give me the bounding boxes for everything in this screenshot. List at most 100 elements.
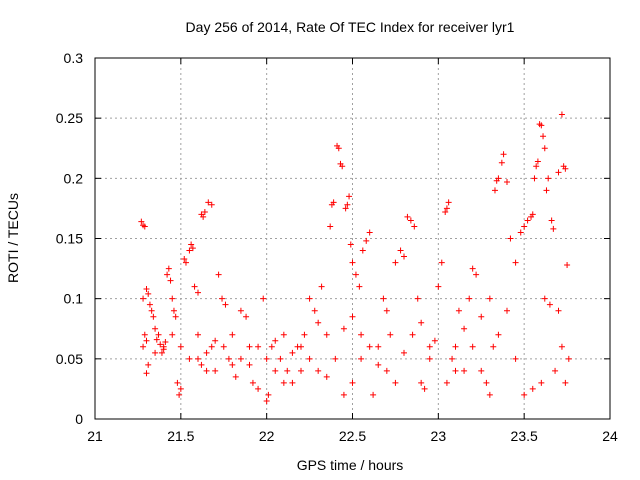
data-point xyxy=(208,201,215,208)
data-point xyxy=(203,367,210,374)
data-point xyxy=(524,217,531,224)
data-point xyxy=(225,355,232,362)
y-axis-label: ROTI / TECUs xyxy=(5,193,21,283)
data-point xyxy=(455,307,462,314)
data-point xyxy=(315,367,322,374)
y-tick-label: 0.2 xyxy=(64,170,84,186)
data-point xyxy=(152,325,159,332)
data-point xyxy=(469,265,476,272)
x-tick-label: 24 xyxy=(602,428,618,444)
data-point xyxy=(380,295,387,302)
data-point xyxy=(349,379,356,386)
data-point xyxy=(243,313,250,320)
data-point xyxy=(148,307,155,314)
data-point xyxy=(375,361,382,368)
data-point xyxy=(521,223,528,230)
data-point xyxy=(330,199,337,206)
data-point xyxy=(280,379,287,386)
data-point xyxy=(449,355,456,362)
data-point xyxy=(208,343,215,350)
x-tick-label: 22 xyxy=(259,428,275,444)
data-point xyxy=(172,313,179,320)
data-point xyxy=(158,349,165,356)
data-point xyxy=(543,187,550,194)
data-point xyxy=(138,218,145,225)
data-point xyxy=(160,343,167,350)
data-point xyxy=(203,349,210,356)
data-point xyxy=(255,385,262,392)
data-point xyxy=(469,343,476,350)
data-point xyxy=(298,343,304,350)
data-point xyxy=(155,331,162,338)
data-point xyxy=(140,295,147,302)
data-point xyxy=(538,379,545,386)
data-point xyxy=(265,391,272,398)
data-point xyxy=(495,331,502,338)
y-tick-label: 0.1 xyxy=(64,291,84,307)
data-point xyxy=(461,367,468,374)
data-point xyxy=(229,361,236,368)
data-point xyxy=(358,355,365,362)
data-point xyxy=(323,331,330,338)
data-point xyxy=(548,217,555,224)
data-point xyxy=(246,343,253,350)
data-point xyxy=(169,295,176,302)
data-point xyxy=(177,385,184,392)
x-tick-label: 23.5 xyxy=(511,428,538,444)
data-point xyxy=(507,235,514,242)
data-point xyxy=(495,175,502,182)
data-point xyxy=(215,271,222,278)
data-point xyxy=(153,336,160,343)
data-point xyxy=(512,259,519,266)
data-point xyxy=(318,283,325,290)
data-point xyxy=(145,290,152,297)
data-point xyxy=(272,337,279,344)
data-point xyxy=(558,343,565,350)
data-point xyxy=(421,385,428,392)
data-point xyxy=(541,295,548,302)
data-point xyxy=(340,325,347,332)
data-point xyxy=(414,295,421,302)
data-point xyxy=(189,245,196,252)
data-point xyxy=(141,331,148,338)
data-point xyxy=(143,337,150,344)
data-point xyxy=(356,283,363,290)
data-point xyxy=(177,343,184,350)
data-point xyxy=(263,397,270,404)
data-point xyxy=(452,367,459,374)
chart-title: Day 256 of 2014, Rate Of TEC Index for r… xyxy=(186,19,515,35)
data-point xyxy=(349,313,356,320)
y-tick-label: 0 xyxy=(75,411,83,427)
data-point xyxy=(289,379,296,386)
x-tick-label: 21.5 xyxy=(167,428,194,444)
data-point xyxy=(200,213,207,220)
data-point xyxy=(392,379,399,386)
data-point xyxy=(170,307,177,314)
data-point xyxy=(541,145,548,152)
data-point xyxy=(174,379,181,386)
data-point xyxy=(162,338,169,345)
data-point xyxy=(344,201,351,208)
data-point xyxy=(157,341,164,348)
data-point xyxy=(219,295,226,302)
data-point xyxy=(452,343,459,350)
data-point xyxy=(339,163,346,170)
data-point xyxy=(255,343,262,350)
data-point xyxy=(404,213,411,220)
data-point xyxy=(565,355,572,362)
data-point xyxy=(363,237,370,244)
data-point xyxy=(443,205,450,212)
data-point xyxy=(478,313,485,320)
y-tick-label: 0.05 xyxy=(56,351,83,367)
data-point xyxy=(504,307,510,314)
data-point xyxy=(146,301,153,308)
data-point xyxy=(176,391,183,398)
data-point xyxy=(564,261,571,268)
data-point xyxy=(311,307,318,314)
data-point xyxy=(222,301,229,308)
data-point xyxy=(478,367,485,374)
data-point xyxy=(540,133,547,140)
data-point xyxy=(169,331,176,338)
y-axis: 0 0.05 0.1 0.15 0.2 0.25 0.3 xyxy=(56,50,610,427)
data-point xyxy=(558,111,565,118)
